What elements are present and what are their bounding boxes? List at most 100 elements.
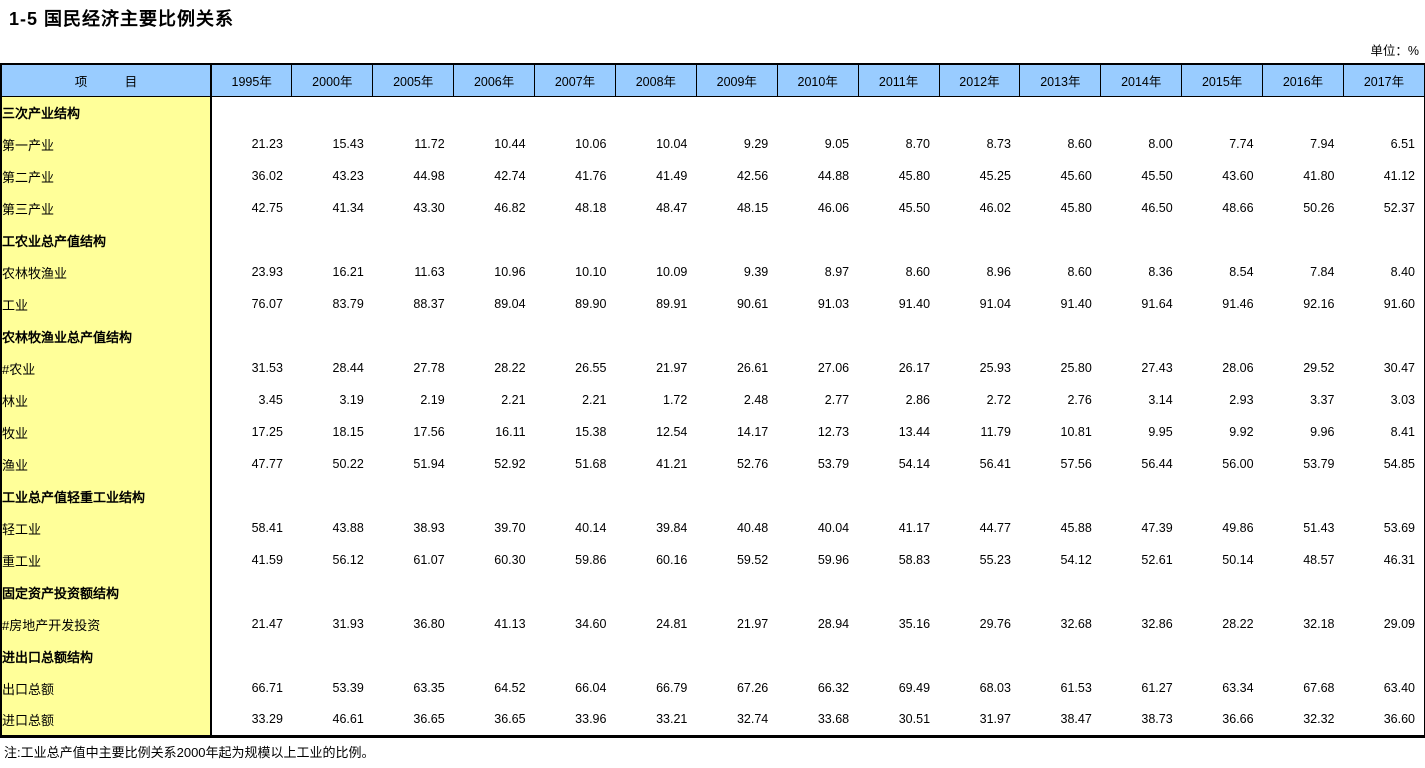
value-cell: 46.82 [453,192,535,224]
value-cell [858,640,940,672]
value-cell: 46.31 [1343,544,1425,576]
year-column-header: 2008年 [614,63,697,97]
table-body: 三次产业结构 第一产业 21.23 15.43 11.72 10.44 10.06 10.04… [1,96,1425,736]
value-cell: 53.79 [1262,448,1344,480]
value-cell [372,576,454,608]
value-cell [1100,640,1182,672]
value-cell: 50.14 [1181,544,1263,576]
value-cell: 3.03 [1343,384,1425,416]
value-cell [1262,224,1344,256]
value-cell: 33.29 [211,704,292,736]
value-cell: 58.41 [211,512,292,544]
value-cell [777,224,859,256]
value-cell: 35.16 [858,608,940,640]
value-cell [291,96,373,128]
value-cell: 26.17 [858,352,940,384]
table-row: 牧业 17.25 18.15 17.56 16.11 15.38 12.54 14.17 12.… [1,416,1425,448]
value-cell [777,576,859,608]
value-cell [1343,224,1425,256]
national-economy-proportions-table: 项 目 1995年 2000年 2005年 2006年 2007年 2008年 2009年 2… [0,63,1425,738]
value-cell: 43.23 [291,160,373,192]
value-cell: 1.72 [615,384,697,416]
value-cell: 28.06 [1181,352,1263,384]
value-cell: 76.07 [211,288,292,320]
value-cell: 47.39 [1100,512,1182,544]
value-cell: 89.90 [534,288,616,320]
value-cell [211,224,292,256]
value-cell: 8.73 [939,128,1020,160]
value-cell: 40.14 [534,512,616,544]
value-cell: 54.14 [858,448,940,480]
value-cell [291,320,373,352]
value-cell [777,96,859,128]
value-cell [1343,96,1425,128]
value-cell [939,224,1020,256]
section-header-label: 固定资产投资额结构 [1,576,212,608]
value-cell: 10.96 [453,256,535,288]
value-cell: 50.26 [1262,192,1344,224]
value-cell: 2.48 [696,384,778,416]
year-column-header: 2016年 [1262,63,1344,97]
value-cell: 48.47 [615,192,697,224]
value-cell: 7.84 [1262,256,1344,288]
value-cell: 27.43 [1100,352,1182,384]
value-cell: 47.77 [211,448,292,480]
value-cell [534,640,616,672]
value-cell: 2.21 [534,384,616,416]
value-cell: 51.68 [534,448,616,480]
section-row: 农林牧渔业总产值结构 [1,320,1425,352]
value-cell: 45.50 [858,192,940,224]
value-cell: 32.32 [1262,704,1344,736]
value-cell: 28.44 [291,352,373,384]
value-cell: 41.76 [534,160,616,192]
value-cell: 68.03 [939,672,1020,704]
row-label: 第三产业 [1,192,212,224]
year-column-header: 2009年 [695,63,778,97]
value-cell: 8.60 [1019,128,1101,160]
value-cell [1100,96,1182,128]
value-cell: 12.54 [615,416,697,448]
section-header-label: 三次产业结构 [1,96,212,128]
value-cell: 29.52 [1262,352,1344,384]
value-cell: 39.84 [615,512,697,544]
row-label: 第一产业 [1,128,212,160]
value-cell: 32.74 [696,704,778,736]
table-row: #农业 31.53 28.44 27.78 28.22 26.55 21.97 26.61 27… [1,352,1425,384]
value-cell [858,96,940,128]
value-cell: 27.06 [777,352,859,384]
value-cell [777,480,859,512]
value-cell: 9.92 [1181,416,1263,448]
value-cell: 38.93 [372,512,454,544]
value-cell: 18.15 [291,416,373,448]
value-cell [939,576,1020,608]
year-column-header: 1995年 [210,63,293,97]
value-cell: 59.96 [777,544,859,576]
value-cell: 10.09 [615,256,697,288]
value-cell: 52.61 [1100,544,1182,576]
value-cell [858,320,940,352]
value-cell: 43.88 [291,512,373,544]
value-cell: 2.21 [453,384,535,416]
value-cell: 9.96 [1262,416,1344,448]
section-row: 工农业总产值结构 [1,224,1425,256]
value-cell [696,224,778,256]
value-cell: 27.78 [372,352,454,384]
value-cell [534,96,616,128]
value-cell: 26.55 [534,352,616,384]
value-cell [211,576,292,608]
value-cell [615,96,697,128]
value-cell [939,320,1020,352]
value-cell [1181,480,1263,512]
section-header-label: 进出口总额结构 [1,640,212,672]
unit-label: 单位：% [1370,44,1419,58]
value-cell: 2.19 [372,384,454,416]
value-cell: 41.13 [453,608,535,640]
value-cell [1100,320,1182,352]
value-cell: 30.47 [1343,352,1425,384]
value-cell [1181,96,1263,128]
value-cell: 38.47 [1019,704,1101,736]
value-cell: 56.44 [1100,448,1182,480]
value-cell [1181,224,1263,256]
value-cell [1343,320,1425,352]
value-cell: 44.88 [777,160,859,192]
